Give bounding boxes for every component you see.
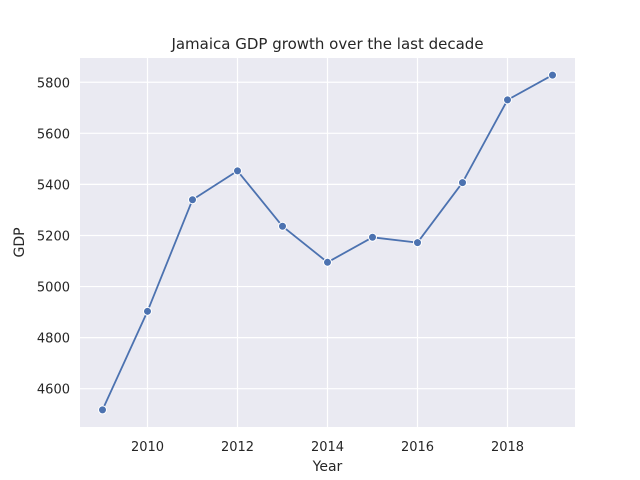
gridlines (80, 58, 575, 427)
data-point (323, 257, 332, 267)
x-tick-label: 2012 (221, 440, 254, 455)
data-point (98, 405, 107, 415)
data-point (413, 238, 422, 248)
x-axis-label: Year (312, 459, 343, 475)
series-group (98, 70, 557, 415)
chart-title: Jamaica GDP growth over the last decade (170, 35, 483, 53)
data-point (188, 195, 197, 205)
y-tick-label: 5600 (37, 127, 70, 142)
data-point (458, 178, 467, 188)
data-point (278, 221, 287, 231)
y-axis-label: GDP (12, 227, 28, 257)
y-tick-label: 4600 (37, 383, 70, 398)
x-tick-label: 2010 (131, 440, 164, 455)
x-tick-label: 2014 (311, 440, 344, 455)
data-point (503, 95, 512, 105)
data-point (143, 306, 152, 316)
y-tick-label: 5000 (37, 281, 70, 296)
y-tick-label: 5400 (37, 178, 70, 193)
y-tick-labels: 4600 4800 5000 5200 5400 5600 5800 (37, 76, 70, 397)
x-tick-label: 2016 (401, 440, 434, 455)
x-tick-labels: 2010 2012 2014 2016 2018 (131, 440, 524, 455)
y-tick-label: 5200 (37, 229, 70, 244)
x-tick-label: 2018 (491, 440, 524, 455)
data-point (548, 70, 557, 80)
y-tick-label: 5800 (37, 76, 70, 91)
y-tick-label: 4800 (37, 332, 70, 347)
data-point (233, 166, 242, 176)
data-point (368, 232, 377, 242)
